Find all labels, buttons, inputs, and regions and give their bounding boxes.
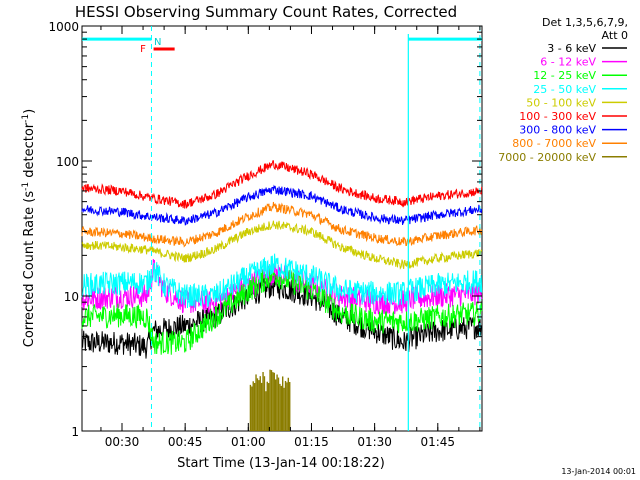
y-axis-label: Corrected Count Rate (s-1 detector-1) bbox=[21, 109, 37, 347]
series-line-300-800kev bbox=[81, 184, 483, 226]
y-tick-label: 10 bbox=[64, 290, 79, 304]
legend-label: 50 - 100 keV bbox=[526, 96, 596, 109]
legend-label: 300 - 800 keV bbox=[519, 124, 596, 137]
series-line-100-300kev bbox=[81, 160, 483, 209]
flag-label-f: F bbox=[140, 44, 146, 55]
x-tick-label: 01:00 bbox=[231, 435, 266, 449]
x-axis-label: Start Time (13-Jan-14 00:18:22) bbox=[177, 456, 385, 471]
legend-label: 25 - 50 keV bbox=[533, 83, 596, 96]
y-tick-label: 1 bbox=[71, 425, 79, 439]
x-tick-label: 00:45 bbox=[168, 435, 203, 449]
legend-label: 6 - 12 keV bbox=[540, 56, 596, 69]
flag-label-n: N bbox=[154, 37, 161, 48]
series-line-25-50kev bbox=[81, 253, 483, 309]
footer-date: 13-Jan-2014 00:01 bbox=[561, 467, 636, 476]
legend-label: 3 - 6 keV bbox=[547, 42, 596, 55]
legend-label: 100 - 300 keV bbox=[519, 110, 596, 123]
y-tick-label: 100 bbox=[56, 155, 79, 169]
series-line-12-25kev bbox=[81, 266, 483, 355]
legend-label: 800 - 7000 keV bbox=[512, 137, 596, 150]
chart-title: HESSI Observing Summary Count Rates, Cor… bbox=[75, 3, 457, 21]
x-tick-label: 01:45 bbox=[420, 435, 455, 449]
series-line-800-7000kev bbox=[81, 201, 483, 248]
x-tick-label: 01:30 bbox=[357, 435, 392, 449]
y-tick-label: 1000 bbox=[48, 20, 79, 34]
series-group bbox=[81, 160, 483, 431]
x-tick-label: 00:30 bbox=[105, 435, 140, 449]
legend-label: 12 - 25 keV bbox=[533, 69, 596, 82]
series-line-50-100kev bbox=[81, 220, 483, 270]
overlay-group: FN bbox=[82, 26, 482, 431]
axes-group: 00:30 00:45 01:00 01:15 01:30 01:45 1 10 100 1000 bbox=[48, 20, 482, 449]
x-tick-label: 01:15 bbox=[294, 435, 329, 449]
plot-frame bbox=[81, 25, 483, 432]
legend-header-line-2: Att 0 bbox=[602, 29, 628, 42]
legend-header-line-1: Det 1,3,5,6,7,9, bbox=[542, 16, 628, 29]
legend-label: 7000 - 20000 keV bbox=[498, 151, 596, 164]
